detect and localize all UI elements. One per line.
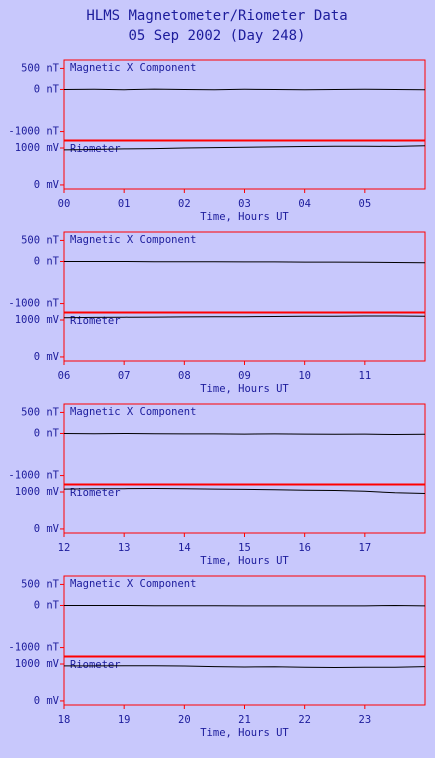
data-line <box>63 487 426 494</box>
annotation: Riometer <box>70 659 121 671</box>
annotation: Magnetic X Component <box>70 406 196 418</box>
y-tick-label: 1000 mV <box>15 314 60 326</box>
x-tick-label: 01 <box>118 198 131 210</box>
y-tick-label: 500 nT <box>21 234 60 246</box>
y-tick-label: 0 mV <box>34 179 60 191</box>
y-tick-label: 0 nT <box>34 427 60 439</box>
data-line <box>63 145 426 151</box>
annotation: Magnetic X Component <box>70 234 196 246</box>
x-tick-label: 16 <box>298 542 311 554</box>
x-tick-label: 09 <box>238 370 251 382</box>
x-axis-label: Time, Hours UT <box>200 383 289 395</box>
plot-frame <box>63 575 426 657</box>
x-tick-label: 02 <box>178 198 191 210</box>
data-line <box>63 88 426 91</box>
annotation: Magnetic X Component <box>70 578 196 590</box>
x-axis-label: Time, Hours UT <box>200 555 289 567</box>
y-tick-label: 0 nT <box>34 255 60 267</box>
x-axis-label: Time, Hours UT <box>200 211 289 223</box>
y-tick-label: 0 nT <box>34 83 60 95</box>
x-tick-label: 13 <box>118 542 131 554</box>
x-tick-label: 00 <box>58 198 71 210</box>
y-tick-label: -1000 nT <box>8 470 59 482</box>
y-tick-label: 500 nT <box>21 406 60 418</box>
y-tick-label: 0 mV <box>34 523 60 535</box>
x-tick-label: 17 <box>359 542 372 554</box>
data-line <box>64 261 426 264</box>
subtitle: 05 Sep 2002 (Day 248) <box>128 28 305 44</box>
x-tick-label: 11 <box>359 370 372 382</box>
x-tick-label: 23 <box>359 714 372 726</box>
y-tick-label: 0 nT <box>34 599 60 611</box>
data-line <box>63 432 426 436</box>
x-axis-label: Time, Hours UT <box>200 727 289 739</box>
x-tick-label: 22 <box>298 714 311 726</box>
y-tick-label: 500 nT <box>21 578 60 590</box>
x-tick-label: 15 <box>238 542 251 554</box>
data-line <box>63 315 426 319</box>
x-tick-label: 05 <box>359 198 372 210</box>
x-tick-label: 04 <box>298 198 311 210</box>
y-tick-label: 500 nT <box>21 62 60 74</box>
plot-frame <box>63 59 426 141</box>
x-tick-label: 12 <box>58 542 71 554</box>
annotation: Riometer <box>70 487 121 499</box>
x-tick-label: 20 <box>178 714 191 726</box>
y-tick-label: 1000 mV <box>15 486 60 498</box>
title: HLMS Magnetometer/Riometer Data <box>86 8 347 24</box>
x-tick-label: 03 <box>238 198 251 210</box>
x-tick-label: 08 <box>178 370 191 382</box>
x-tick-label: 21 <box>238 714 251 726</box>
x-tick-label: 19 <box>118 714 131 726</box>
x-tick-label: 06 <box>58 370 71 382</box>
x-tick-label: 10 <box>298 370 311 382</box>
y-tick-label: 1000 mV <box>15 142 60 154</box>
y-tick-label: -1000 nT <box>8 126 59 138</box>
y-tick-label: 1000 mV <box>15 658 60 670</box>
x-tick-label: 18 <box>58 714 71 726</box>
y-tick-label: -1000 nT <box>8 298 59 310</box>
x-tick-label: 14 <box>178 542 191 554</box>
x-tick-label: 07 <box>118 370 131 382</box>
y-tick-label: 0 mV <box>34 351 60 363</box>
annotation: Magnetic X Component <box>70 62 196 74</box>
plot-frame <box>63 231 426 313</box>
data-line <box>64 665 426 669</box>
y-tick-label: 0 mV <box>34 695 60 707</box>
y-tick-label: -1000 nT <box>8 642 59 654</box>
plot-frame <box>63 403 426 485</box>
